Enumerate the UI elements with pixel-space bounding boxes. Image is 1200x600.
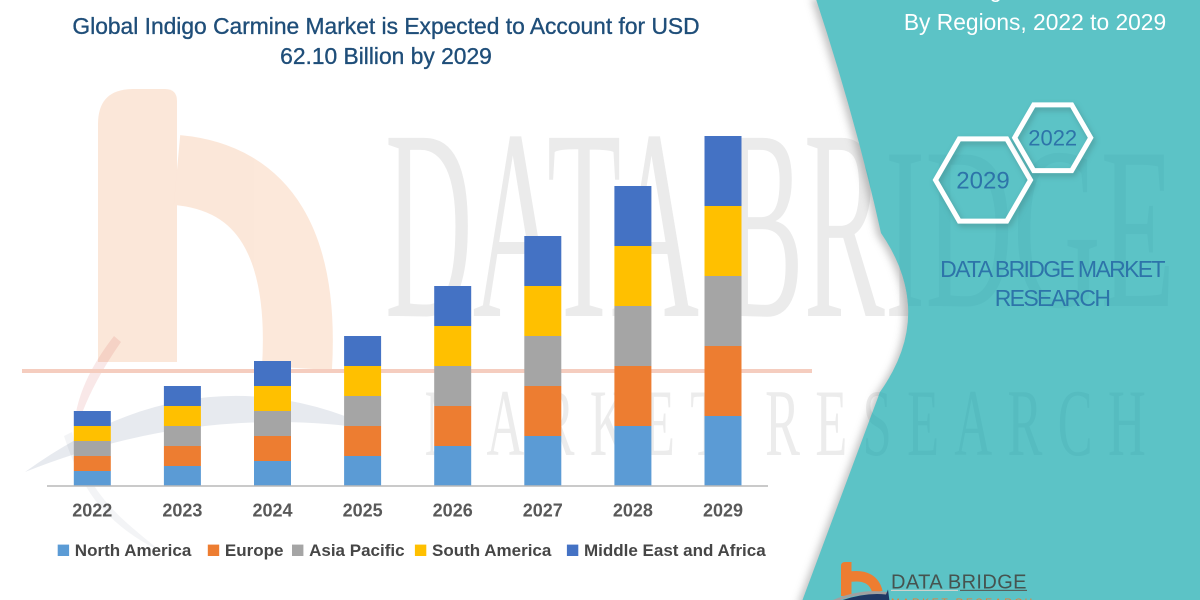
svg-text:Global Indigo Carmine Market i: Global Indigo Carmine Market is Expected… [72, 13, 699, 39]
svg-text:2026: 2026 [433, 501, 473, 521]
svg-text:Middle East and Africa: Middle East and Africa [584, 541, 766, 560]
svg-text:2027: 2027 [523, 501, 563, 521]
svg-text:2024: 2024 [252, 501, 292, 521]
svg-text:Europe: Europe [225, 541, 284, 560]
svg-text:2023: 2023 [162, 501, 202, 521]
svg-text:DATA BRIDGE: DATA BRIDGE [891, 572, 1027, 594]
svg-text:2028: 2028 [613, 501, 653, 521]
svg-text:2025: 2025 [343, 501, 383, 521]
svg-text:2029: 2029 [956, 168, 1009, 195]
svg-text:MARKET RESEARCH: MARKET RESEARCH [891, 597, 1035, 600]
svg-text:2022: 2022 [1028, 126, 1077, 151]
svg-text:2022: 2022 [72, 501, 112, 521]
svg-text:2029: 2029 [703, 501, 743, 521]
svg-text:South America: South America [432, 541, 552, 560]
svg-text:Asia Pacific: Asia Pacific [309, 541, 404, 560]
svg-text:North America: North America [75, 541, 192, 560]
svg-text:By Regions, 2022 to 2029: By Regions, 2022 to 2029 [904, 9, 1166, 35]
svg-text:RESEARCH: RESEARCH [995, 285, 1110, 311]
svg-text:Global Indigo Carmine Market,: Global Indigo Carmine Market, [880, 0, 1189, 2]
svg-text:62.10 Billion by 2029: 62.10 Billion by 2029 [280, 43, 492, 69]
svg-text:DATA BRIDGE MARKET: DATA BRIDGE MARKET [940, 256, 1165, 282]
